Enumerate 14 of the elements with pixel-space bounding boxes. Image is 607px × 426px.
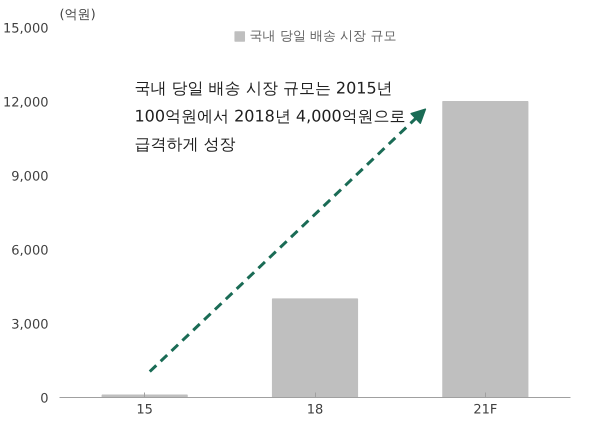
y-axis-title: (억원) bbox=[60, 8, 96, 22]
bar bbox=[442, 101, 528, 398]
y-tick-label: 0 bbox=[40, 392, 49, 406]
y-tick-label: 15,000 bbox=[3, 22, 49, 36]
bar bbox=[272, 298, 358, 398]
y-tick-label: 6,000 bbox=[11, 244, 48, 258]
y-tick-label: 12,000 bbox=[3, 96, 49, 110]
x-tick-label: 15 bbox=[136, 402, 153, 418]
y-tick-label: 9,000 bbox=[11, 170, 48, 184]
legend-label: 국내 당일 배송 시장 규모 bbox=[250, 28, 396, 45]
annotation: 국내 당일 배송 시장 규모는 2015년 100억원에서 2018년 4,000억원으로 급격하게 성장 bbox=[134, 78, 406, 154]
x-tick-label: 18 bbox=[306, 402, 324, 418]
y-tick-label: 3,000 bbox=[11, 318, 48, 332]
x-tick-label: 21F bbox=[473, 402, 498, 418]
